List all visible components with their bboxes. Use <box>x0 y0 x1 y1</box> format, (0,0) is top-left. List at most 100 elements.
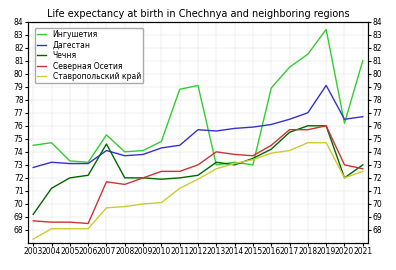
Дагестан <box>196 128 200 131</box>
Ингушетия <box>49 141 54 144</box>
Line: Ставропольский край: Ставропольский край <box>33 143 363 239</box>
Ингушетия <box>251 163 255 167</box>
Северная Осетия <box>269 144 274 147</box>
Северная Осетия <box>122 183 127 186</box>
Ингушетия <box>177 88 182 91</box>
Ставропольский край <box>360 170 365 173</box>
Ингушетия <box>305 53 310 56</box>
Ставропольский край <box>342 176 347 180</box>
Ставропольский край <box>31 238 36 241</box>
Ставропольский край <box>269 151 274 155</box>
Северная Осетия <box>141 176 145 180</box>
Ставропольский край <box>104 206 109 210</box>
Дагестан <box>104 149 109 152</box>
Ставропольский край <box>305 141 310 144</box>
Чечня <box>177 176 182 180</box>
Чечня <box>141 176 145 180</box>
Legend: Ингушетия, Дагестан, Чечня, Северная Осетия, Ставропольский край: Ингушетия, Дагестан, Чечня, Северная Осе… <box>35 28 143 83</box>
Дагестан <box>177 144 182 147</box>
Ингушетия <box>232 161 237 164</box>
Чечня <box>214 161 219 164</box>
Дагестан <box>49 161 54 164</box>
Ингушетия <box>342 122 347 125</box>
Ставропольский край <box>177 187 182 190</box>
Ингушетия <box>104 133 109 137</box>
Северная Осетия <box>159 170 164 173</box>
Дагестан <box>141 153 145 156</box>
Дагестан <box>324 84 329 87</box>
Ставропольский край <box>324 141 329 144</box>
Чечня <box>86 174 91 177</box>
Северная Осетия <box>287 128 292 131</box>
Чечня <box>251 157 255 160</box>
Line: Северная Осетия: Северная Осетия <box>33 126 363 224</box>
Дагестан <box>287 118 292 121</box>
Дагестан <box>122 154 127 157</box>
Ставропольский край <box>141 202 145 205</box>
Дагестан <box>214 129 219 133</box>
Северная Осетия <box>49 221 54 224</box>
Ставропольский край <box>122 205 127 208</box>
Чечня <box>287 131 292 134</box>
Чечня <box>49 187 54 190</box>
Дагестан <box>86 162 91 165</box>
Северная Осетия <box>305 128 310 131</box>
Ингушетия <box>31 144 36 147</box>
Чечня <box>104 142 109 146</box>
Чечня <box>122 176 127 180</box>
Чечня <box>232 163 237 167</box>
Ингушетия <box>122 150 127 153</box>
Чечня <box>324 124 329 127</box>
Ингушетия <box>269 86 274 90</box>
Дагестан <box>305 111 310 114</box>
Ставропольский край <box>232 162 237 165</box>
Северная Осетия <box>31 219 36 222</box>
Ставропольский край <box>214 167 219 170</box>
Дагестан <box>342 118 347 121</box>
Северная Осетия <box>104 180 109 183</box>
Ингушетия <box>214 163 219 167</box>
Северная Осетия <box>324 124 329 127</box>
Ингушетия <box>287 66 292 69</box>
Дагестан <box>232 127 237 130</box>
Дагестан <box>159 146 164 150</box>
Дагестан <box>251 126 255 129</box>
Северная Осетия <box>360 167 365 170</box>
Ставропольский край <box>86 227 91 230</box>
Ставропольский край <box>287 149 292 152</box>
Северная Осетия <box>86 222 91 225</box>
Чечня <box>67 176 72 180</box>
Ставропольский край <box>159 201 164 204</box>
Ингушетия <box>324 28 329 31</box>
Северная Осетия <box>196 163 200 167</box>
Чечня <box>342 176 347 180</box>
Чечня <box>360 163 365 167</box>
Северная Осетия <box>214 150 219 153</box>
Дагестан <box>360 115 365 118</box>
Title: Life expectancy at birth in Chechnya and neighboring regions: Life expectancy at birth in Chechnya and… <box>47 9 349 19</box>
Чечня <box>196 174 200 177</box>
Северная Осетия <box>251 154 255 157</box>
Ставропольский край <box>67 227 72 230</box>
Ингушетия <box>86 161 91 164</box>
Line: Дагестан: Дагестан <box>33 85 363 167</box>
Северная Осетия <box>342 163 347 167</box>
Ставропольский край <box>196 178 200 181</box>
Дагестан <box>31 166 36 169</box>
Ингушетия <box>141 149 145 152</box>
Северная Осетия <box>177 170 182 173</box>
Ингушетия <box>67 159 72 163</box>
Ингушетия <box>196 84 200 87</box>
Чечня <box>159 178 164 181</box>
Line: Ингушетия: Ингушетия <box>33 29 363 165</box>
Line: Чечня: Чечня <box>33 126 363 214</box>
Ингушетия <box>159 140 164 143</box>
Чечня <box>269 148 274 151</box>
Чечня <box>305 124 310 127</box>
Ставропольский край <box>251 158 255 161</box>
Ингушетия <box>360 59 365 62</box>
Северная Осетия <box>232 153 237 156</box>
Чечня <box>31 213 36 216</box>
Дагестан <box>67 162 72 165</box>
Ставропольский край <box>49 227 54 230</box>
